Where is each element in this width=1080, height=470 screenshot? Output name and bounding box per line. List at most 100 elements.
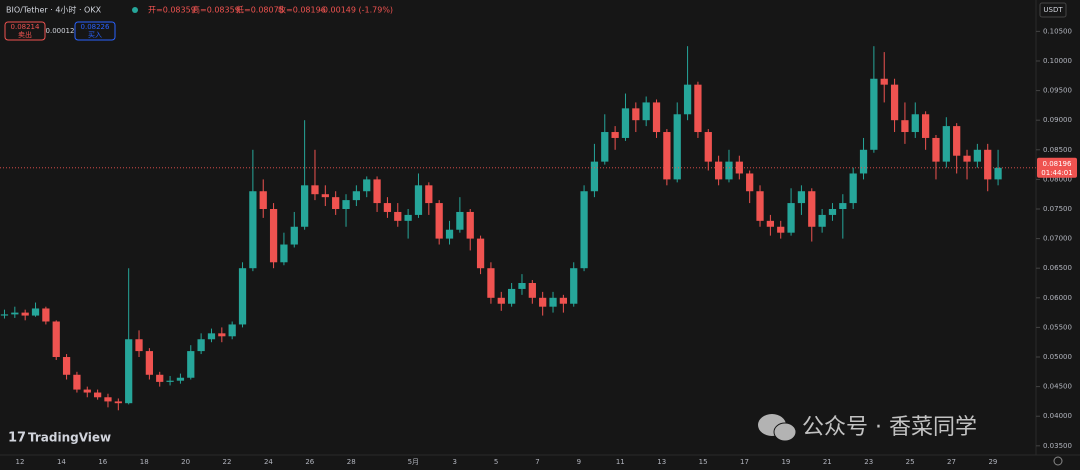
candle-body (725, 161, 733, 180)
sell-button[interactable] (4, 21, 46, 41)
candle-body (839, 203, 847, 209)
candle-body (497, 297, 505, 304)
candle-body (922, 114, 930, 138)
candle-body (52, 321, 60, 358)
y-tick-label: 0.06000 (1043, 294, 1072, 302)
candle-body (621, 108, 630, 138)
status-dot (132, 7, 138, 13)
candle-body (890, 84, 899, 121)
y-tick-label: 0.09000 (1043, 116, 1072, 124)
y-tick-label: 0.07500 (1043, 205, 1072, 213)
x-tick-label: 5 (494, 458, 498, 466)
brand-name: TradingView (28, 431, 111, 445)
watermark-text: 公众号 · 香菜同学 (802, 415, 977, 440)
candle-body (590, 161, 599, 192)
candle-body (570, 268, 578, 304)
x-tick-label: 24 (264, 458, 273, 466)
header: BIO/Tether · 4小时 · OKX 开=0.08359 高=0.083… (4, 2, 1067, 41)
candle-body (984, 149, 992, 180)
y-tick-label: 0.05000 (1043, 353, 1072, 361)
ohlc-low: 低=0.08075 (236, 5, 284, 15)
y-tick-label: 0.10000 (1043, 57, 1072, 65)
x-tick-label: 11 (616, 458, 625, 466)
candle-body (963, 155, 971, 162)
candle-body (818, 214, 826, 227)
candle-body (414, 185, 423, 215)
candle-body (238, 268, 247, 325)
candle-body (559, 297, 567, 304)
candle-body (911, 114, 919, 133)
candle-body (31, 308, 40, 316)
candle-body (694, 84, 702, 133)
buy-button[interactable] (74, 21, 116, 41)
candle-body (715, 161, 723, 180)
candle-body (156, 374, 164, 382)
candle-body (797, 191, 806, 204)
y-tick-label: 0.05500 (1043, 323, 1072, 331)
currency-select[interactable] (1039, 2, 1067, 18)
candle-body (652, 102, 661, 133)
spread: 0.00012 (46, 27, 75, 35)
wechat-icon (773, 422, 797, 442)
candle-body (269, 208, 278, 263)
x-tick-label: 19 (781, 458, 790, 466)
ohlc-change: -0.00149 (-1.79%) (320, 6, 393, 15)
candle-body (94, 392, 102, 398)
candle-body (42, 308, 50, 322)
x-tick-label: 23 (864, 458, 873, 466)
candle-body (611, 132, 619, 138)
candle-body (528, 283, 536, 298)
x-tick-label: 13 (657, 458, 666, 466)
price-axis (1036, 0, 1080, 470)
candle-body (632, 108, 640, 121)
x-tick-label: 5月 (408, 458, 419, 466)
candle-body (218, 333, 226, 337)
candle-body (21, 312, 29, 316)
candle-body (849, 173, 857, 204)
last-price-label: 0.08196 (1043, 160, 1072, 168)
candle-body (435, 203, 443, 239)
candle-body (228, 324, 236, 337)
x-tick-label: 27 (947, 458, 956, 466)
currency: USDT (1043, 6, 1063, 14)
settings-icon[interactable] (1053, 456, 1063, 466)
x-tick-label: 3 (452, 458, 456, 466)
candle-body (787, 203, 795, 233)
candle-body (549, 297, 557, 307)
sell-price: 0.08214 (11, 23, 40, 31)
candle-body (663, 132, 671, 180)
x-tick-label: 12 (16, 458, 25, 466)
x-tick-label: 7 (535, 458, 539, 466)
candle-body (249, 191, 257, 269)
candle-body (466, 211, 474, 239)
x-tick-label: 28 (347, 458, 356, 466)
candle-body (580, 191, 588, 269)
candle-body (942, 126, 950, 162)
candle-body (145, 351, 153, 375)
y-tick-label: 0.04500 (1043, 383, 1072, 391)
candle-body (859, 149, 868, 174)
y-tick-label: 0.04000 (1043, 412, 1072, 420)
candle-body (456, 211, 464, 230)
countdown: 01:44:01 (1041, 169, 1072, 177)
ohlc-high: 高=0.08359 (192, 5, 240, 15)
x-tick-label: 26 (305, 458, 314, 466)
y-tick-label: 0.09500 (1043, 87, 1072, 95)
x-tick-label: 15 (699, 458, 708, 466)
y-tick-label: 0.03500 (1043, 442, 1072, 450)
candle-body (125, 339, 133, 404)
candle-body (870, 78, 878, 150)
candle-body (311, 185, 319, 195)
y-tick-label: 0.08500 (1043, 146, 1072, 154)
x-tick-label: 17 (740, 458, 749, 466)
candle-body (114, 401, 122, 404)
candle-body (425, 185, 433, 204)
candle-body (756, 191, 764, 221)
candle-body (828, 208, 837, 215)
candle-body (487, 268, 495, 298)
candle-body (342, 200, 350, 209)
candle-body (445, 229, 454, 239)
x-tick-label: 22 (223, 458, 232, 466)
y-tick-label: 0.06500 (1043, 264, 1072, 272)
candle-body (673, 114, 681, 180)
